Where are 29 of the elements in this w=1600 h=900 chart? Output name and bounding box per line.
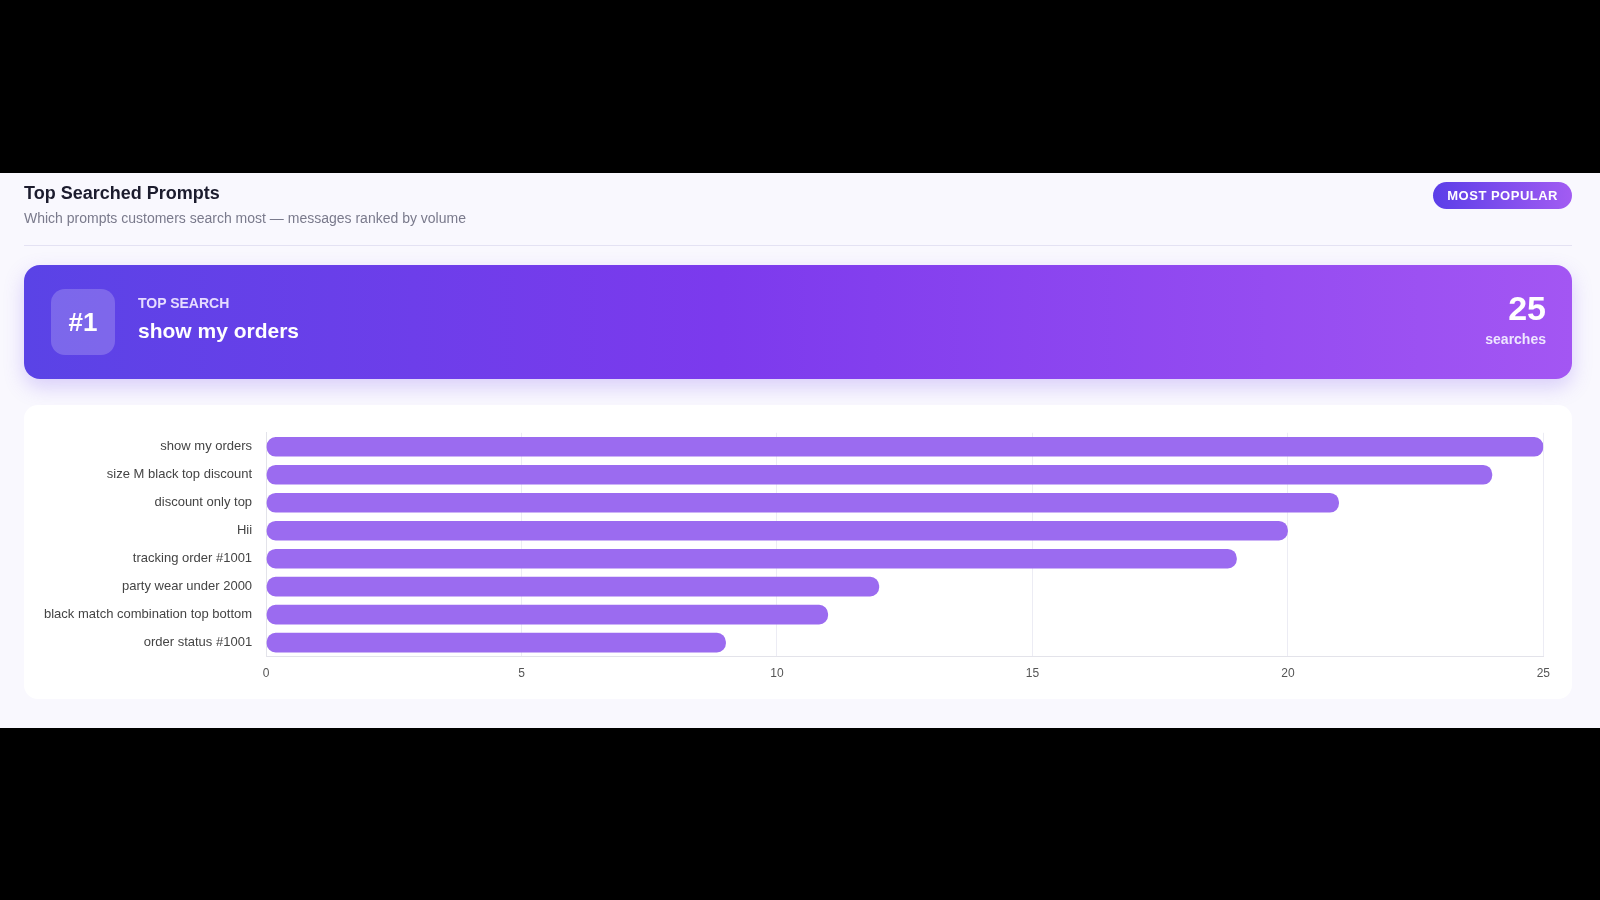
bar [266, 548, 1237, 569]
x-tick-label: 0 [262, 666, 270, 681]
x-tick-label: 25 [1536, 666, 1551, 681]
y-tick-label: size M black top discount [106, 466, 253, 482]
x-tick-label: 15 [1025, 666, 1040, 681]
text: Top Searched Prompts [24, 183, 220, 204]
bar [266, 437, 1544, 457]
y-tick-label: order status #1001 [143, 634, 253, 650]
x-tick-label: 5 [518, 666, 526, 681]
y-tick-label: black match combination top bottom [44, 606, 253, 622]
bar [266, 604, 829, 625]
y-tick-label: show my orders [160, 438, 253, 454]
bar [266, 492, 1339, 513]
bar [266, 464, 1493, 485]
bar [266, 520, 1288, 541]
x-tick-label: 10 [770, 666, 784, 681]
text: TOP SEARCH [138, 295, 230, 311]
bar [266, 632, 726, 653]
y-tick-label: party wear under 2000 [122, 578, 253, 594]
text: searches [1485, 331, 1546, 347]
bar [266, 576, 880, 597]
chart-subtitle: Which prompts customers search most — messages ranked by volume [24, 210, 466, 226]
y-tick-label: tracking order #1001 [132, 550, 253, 566]
y-tick-label: discount only top [154, 494, 253, 510]
text: #1 [51, 289, 115, 355]
y-tick-label: Hii [236, 522, 253, 538]
x-tick-label: 20 [1281, 666, 1295, 681]
text: MOST POPULAR [1433, 182, 1572, 209]
text: 25 [1508, 289, 1546, 328]
